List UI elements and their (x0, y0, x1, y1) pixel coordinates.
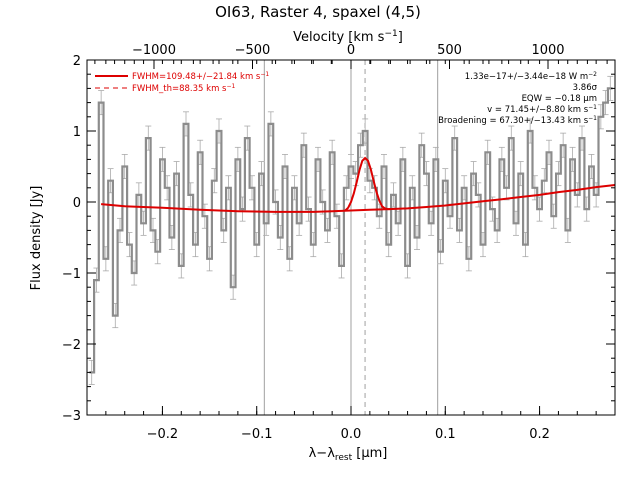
y-tick-label: 2 (73, 54, 81, 69)
x-tick-label: −0.2 (147, 427, 179, 442)
plot-area (88, 60, 616, 415)
y-tick-label: 0 (73, 196, 81, 211)
axes: −0.2 −0.1 0.0 0.1 0.2 −1000 −500 0 500 1000 −3 −2 −1… (62, 43, 616, 442)
x-tick-label: 0.2 (529, 427, 550, 442)
x-tick-label: 0.1 (435, 427, 456, 442)
continuum-fit (101, 184, 616, 213)
fit-annotations: 1.33e−17+/−3.44e−18 W m−2 3.86σ EQW = −0… (438, 71, 598, 126)
gaussian-line-fit (344, 156, 391, 212)
legend: FWHM=109.48+/−21.84 km s−1 FWHM_th=88.35… (95, 71, 269, 94)
top-tick-label: 1000 (531, 43, 564, 58)
y-tick-label: −3 (62, 409, 81, 424)
annotation-significance: 3.86σ (573, 83, 598, 93)
top-tick-label: 500 (437, 43, 462, 58)
annotation-broadening: Broadening = 67.30+/−13.43 km s−1 (438, 115, 597, 126)
legend-entry-fwhm: FWHM=109.48+/−21.84 km s−1 (132, 71, 269, 82)
y-axis-label: Flux density [Jy] (29, 186, 44, 291)
y-tick-label: −2 (62, 338, 81, 353)
x-tick-label: −0.1 (241, 427, 273, 442)
x-tick-label: 0.0 (341, 427, 362, 442)
x-axis-label: λ−λrest [μm] (309, 446, 388, 463)
top-tick-label: 0 (347, 43, 355, 58)
annotation-flux: 1.33e−17+/−3.44e−18 W m−2 (465, 71, 597, 82)
top-tick-label: −1000 (132, 43, 176, 58)
annotation-eqw: EQW = −0.18 μm (522, 94, 597, 104)
y-tick-label: −1 (62, 267, 81, 282)
top-axis-label: Velocity [km s−1] (293, 29, 403, 45)
annotation-velocity: v = 71.45+/−8.80 km s−1 (487, 104, 597, 115)
y-tick-label: 1 (73, 125, 81, 140)
chart-title: OI63, Raster 4, spaxel (4,5) (215, 3, 421, 21)
legend-entry-fwhm-th: FWHM_th=88.35 km s−1 (132, 83, 236, 94)
data-step-series (89, 87, 613, 374)
top-tick-label: −500 (235, 43, 271, 58)
